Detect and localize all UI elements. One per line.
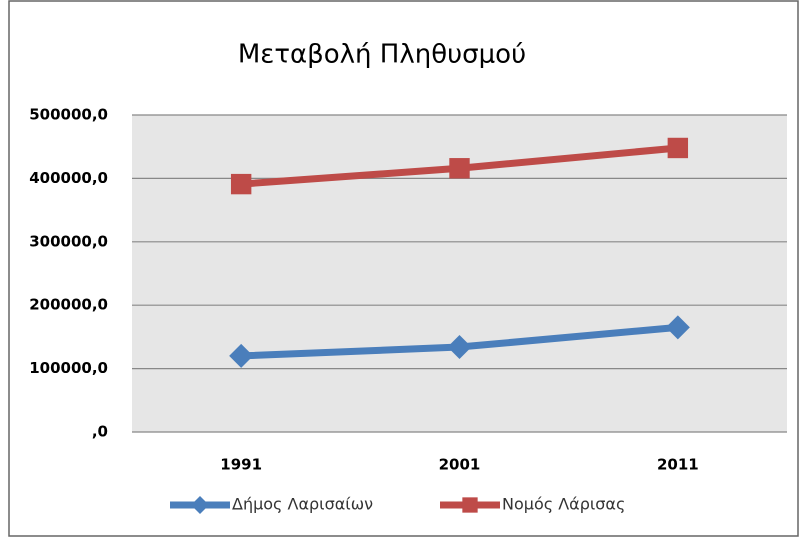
x-tick-label: 2001 [439,456,481,474]
x-tick-label: 2011 [657,456,699,474]
x-tick-label: 1991 [220,456,262,474]
y-tick-label: 400000,0 [29,169,108,187]
marker [667,137,689,159]
legend-label: Νομός Λάρισας [502,495,625,514]
marker [447,335,472,360]
chart-title: Μεταβολή Πληθυσμού [238,40,526,70]
y-tick-label: 200000,0 [29,296,108,314]
y-tick-label: 300000,0 [29,232,108,250]
marker [229,343,254,368]
legend-label: Δήμος Λαρισαίων [232,495,373,514]
marker [449,158,470,179]
y-tick-label: 500000,0 [29,106,108,124]
marker [665,315,690,340]
marker [462,497,478,513]
marker [230,173,252,195]
y-tick-label: ,0 [92,423,108,441]
marker [191,496,209,514]
y-tick-label: 100000,0 [29,359,108,377]
